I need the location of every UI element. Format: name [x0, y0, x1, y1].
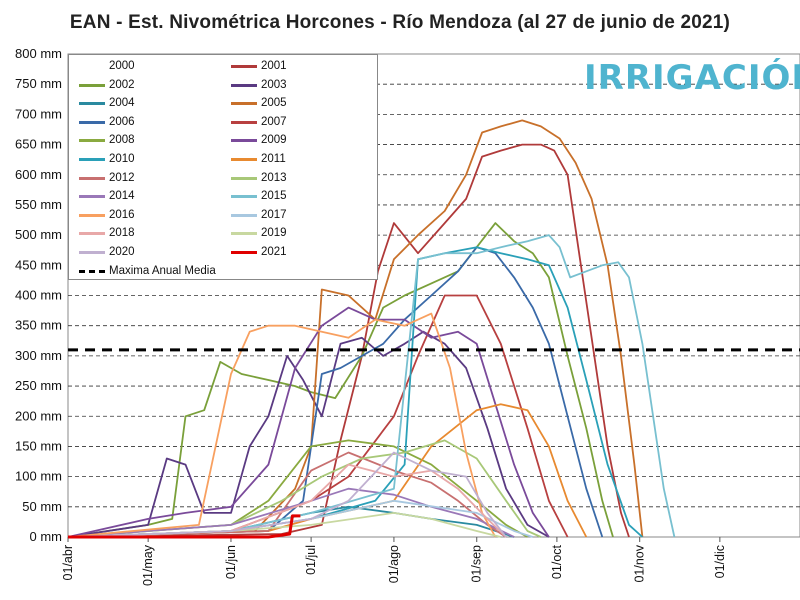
- legend-swatch: [79, 269, 105, 273]
- y-tick-label: 250 mm: [15, 378, 62, 393]
- legend-swatch: [231, 158, 257, 161]
- legend-label: 2011: [261, 153, 286, 165]
- x-tick-label: 01/sep: [470, 545, 484, 583]
- legend-label: 2006: [109, 115, 135, 128]
- legend-label: 2018: [109, 227, 135, 240]
- series-line-2003: [67, 330, 550, 538]
- y-tick-label: 600 mm: [15, 167, 62, 182]
- y-tick-label: 500 mm: [15, 227, 62, 242]
- legend-label: 2000: [109, 60, 135, 72]
- legend-label: 2008: [109, 134, 135, 147]
- x-tick-label: 01/dic: [713, 545, 727, 578]
- series-line-2001: [67, 143, 630, 538]
- y-tick-label: 150 mm: [15, 438, 62, 453]
- legend-label: 2004: [109, 97, 135, 110]
- legend-swatch: [231, 176, 257, 180]
- legend-swatch: [231, 83, 257, 87]
- series-line-2014: [67, 487, 515, 538]
- legend-label: Maxima Anual Media: [109, 264, 216, 277]
- legend-swatch: [79, 232, 105, 236]
- legend-swatch: [231, 65, 257, 68]
- legend-swatch: [79, 139, 105, 143]
- legend-swatch: [231, 232, 257, 236]
- legend-swatch: [231, 251, 257, 254]
- legend-label: 2012: [109, 171, 135, 184]
- y-tick-label: 450 mm: [15, 257, 62, 272]
- y-tick-label: 300 mm: [15, 348, 62, 363]
- legend-swatch: [79, 251, 105, 254]
- legend-swatch: [231, 213, 257, 217]
- legend-label: 2003: [261, 78, 287, 91]
- legend-swatch: [79, 176, 105, 180]
- series-line-2005: [67, 119, 644, 538]
- series-line-2021: [68, 514, 301, 539]
- y-tick-label: 200 mm: [15, 408, 62, 423]
- x-tick-label: 01/may: [141, 544, 155, 586]
- legend-label: 2002: [109, 78, 135, 91]
- legend-label: 2016: [109, 208, 135, 221]
- legend-label: 2010: [109, 153, 135, 165]
- y-tick-label: 400 mm: [15, 288, 62, 303]
- y-tick-label: 100 mm: [15, 469, 62, 484]
- legend-swatch: [79, 158, 105, 161]
- series-line-2002: [67, 222, 614, 538]
- y-tick-label: 0 mm: [30, 529, 63, 544]
- series-line-2013: [67, 439, 542, 538]
- y-tick-label: 750 mm: [15, 76, 62, 91]
- legend-label: 2015: [261, 190, 287, 203]
- x-tick-label: 01/abr: [61, 545, 75, 580]
- legend-label: 2017: [261, 208, 287, 221]
- legend-swatch: [231, 120, 257, 124]
- y-tick-label: 50 mm: [22, 499, 62, 514]
- legend-label: 2020: [109, 246, 135, 258]
- x-tick-label: 01/nov: [633, 544, 647, 582]
- y-tick-label: 550 mm: [15, 197, 62, 212]
- y-tick-label: 800 mm: [15, 46, 62, 61]
- x-tick-label: 01/oct: [550, 544, 564, 579]
- y-tick-label: 650 mm: [15, 137, 62, 152]
- legend-swatch: [79, 195, 105, 199]
- legend-label: 2009: [261, 134, 287, 147]
- y-tick-label: 350 mm: [15, 318, 62, 333]
- legend-label: 2013: [261, 171, 287, 184]
- legend-swatch: [79, 213, 105, 217]
- series-line-2008: [67, 439, 528, 538]
- series-line-2016: [67, 312, 497, 538]
- legend-swatch: [231, 195, 257, 199]
- chart-title: EAN - Est. Nivométrica Horcones - Río Me…: [69, 12, 731, 33]
- legend-label: 2014: [109, 190, 135, 203]
- series-line-2006: [67, 246, 604, 538]
- x-tick-label: 01/ago: [387, 545, 401, 583]
- series-line-2020: [67, 451, 507, 538]
- x-tick-label: 01/jun: [224, 545, 238, 579]
- legend-swatch: [79, 83, 105, 87]
- series-line-2015: [67, 234, 676, 538]
- legend-swatch: [79, 120, 105, 124]
- legend-swatch: [79, 65, 105, 68]
- legend-swatch: [231, 139, 257, 143]
- legend-label: 2007: [261, 115, 287, 128]
- irrigacion-logo: IRRIGACIÓN: [584, 58, 800, 98]
- legend-label: 2001: [261, 60, 287, 72]
- legend-label: 2021: [261, 246, 287, 258]
- series-line-2018: [67, 463, 507, 538]
- series-line-2011: [67, 403, 588, 538]
- legend-swatch: [231, 102, 257, 106]
- chart-legend: 2000 2001 2002 2003 2004 2005 2006 2007 2008 2009…: [68, 54, 378, 280]
- y-tick-label: 700 mm: [15, 106, 62, 121]
- legend-swatch: [79, 102, 105, 106]
- x-tick-label: 01/jul: [304, 545, 318, 575]
- legend-label: 2005: [261, 97, 287, 110]
- legend-label: 2019: [261, 227, 287, 240]
